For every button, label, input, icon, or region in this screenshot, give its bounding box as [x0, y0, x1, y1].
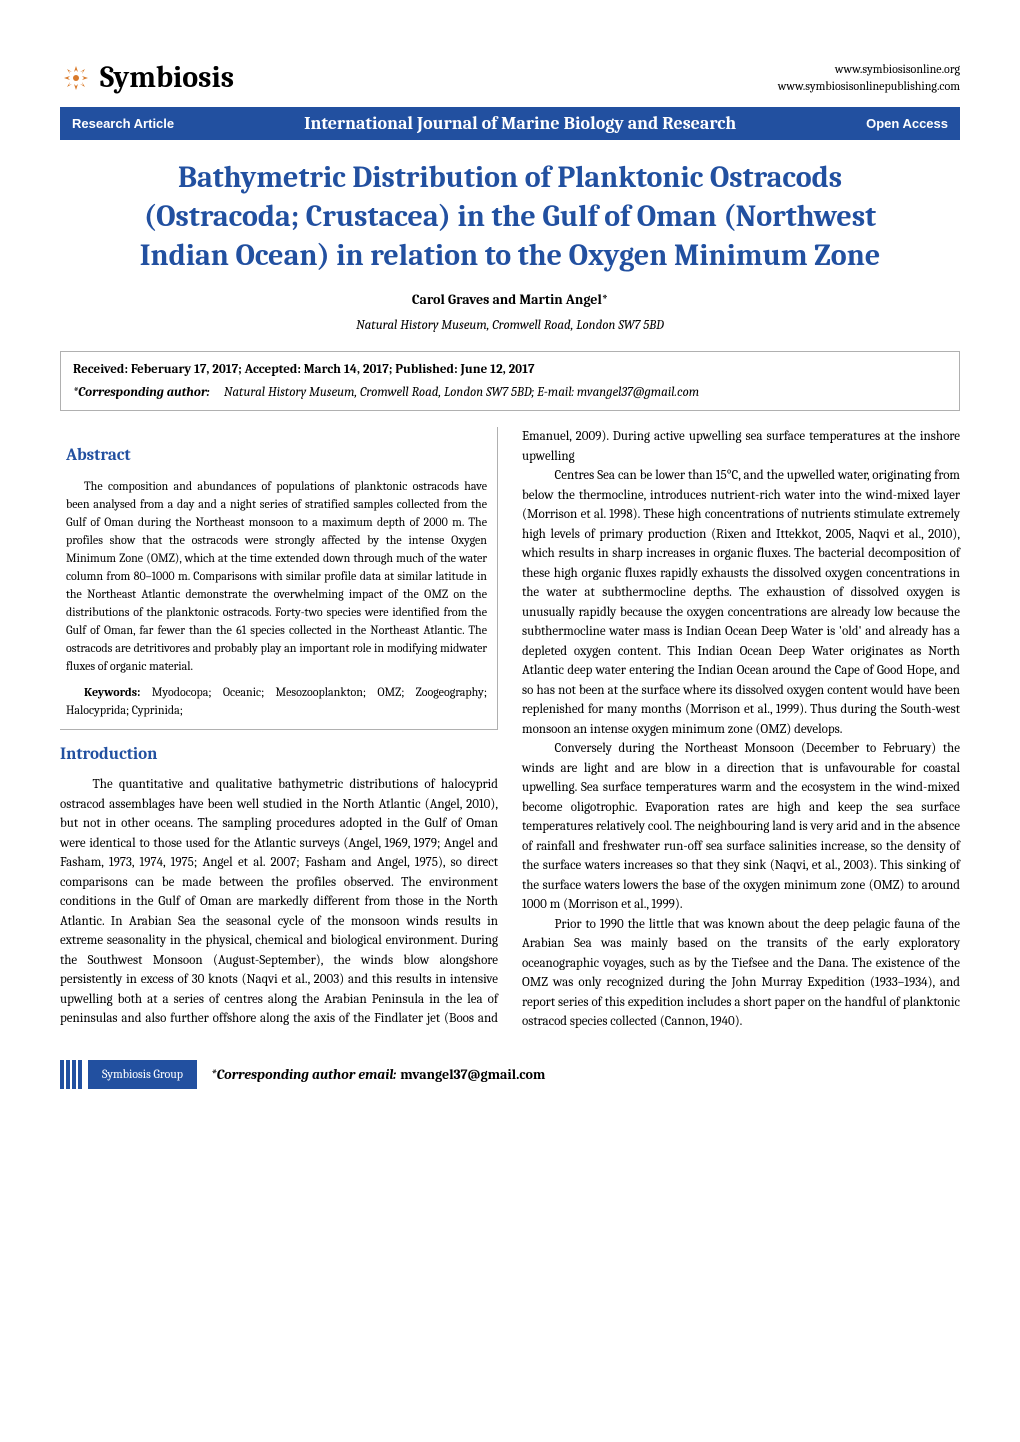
footer-email-value: mvangel37@gmail.com: [400, 1066, 545, 1083]
abstract-heading: Abstract: [66, 443, 487, 469]
abstract-text: The composition and abundances of popula…: [66, 477, 487, 675]
introduction-heading: Introduction: [60, 742, 498, 768]
article-type: Research Article: [72, 116, 174, 131]
footer-group-badge: Symbiosis Group: [88, 1060, 197, 1089]
intro-para-2: Centres Sea can be lower than 15°C, and …: [522, 466, 960, 739]
article-body: Abstract The composition and abundances …: [60, 427, 960, 1032]
affiliation: Natural History Museum, Cromwell Road, L…: [60, 318, 960, 333]
journal-banner: Research Article International Journal o…: [60, 107, 960, 140]
url-line-2[interactable]: www.symbiosisonlinepublishing.com: [778, 78, 960, 95]
footer-corresponding: *Corresponding author email: mvangel37@g…: [197, 1060, 960, 1089]
corresponding-value: Natural History Museum, Cromwell Road, L…: [224, 385, 699, 400]
footer-email-label: *Corresponding author email:: [211, 1066, 396, 1083]
keywords-label: Keywords:: [84, 685, 140, 699]
publisher-urls: www.symbiosisonline.org www.symbiosisonl…: [778, 61, 960, 95]
publication-dates: Received: Feberuary 17, 2017; Accepted: …: [73, 362, 947, 377]
corresponding-author: *Corresponding author: Natural History M…: [73, 385, 947, 400]
access-type: Open Access: [866, 116, 948, 131]
metadata-box: Received: Feberuary 17, 2017; Accepted: …: [60, 351, 960, 411]
journal-name: International Journal of Marine Biology …: [194, 113, 846, 134]
corresponding-label: *Corresponding author:: [73, 385, 210, 400]
intro-para-3: Conversely during the Northeast Monsoon …: [522, 739, 960, 915]
url-line-1[interactable]: www.symbiosisonline.org: [778, 61, 960, 78]
authors: Carol Graves and Martin Angel*: [60, 291, 960, 308]
page-header: Symbiosis www.symbiosisonline.org www.sy…: [60, 60, 960, 95]
keywords-line: Keywords: Myodocopa; Oceanic; Mesozoopla…: [66, 683, 487, 719]
symbiosis-logo-icon: [60, 62, 92, 94]
article-title: Bathymetric Distribution of Planktonic O…: [100, 158, 920, 275]
brand-name: Symbiosis: [100, 60, 234, 95]
footer-decoration-bars: [60, 1060, 82, 1089]
intro-para-4: Prior to 1990 the little that was known …: [522, 915, 960, 1032]
page-footer: Symbiosis Group *Corresponding author em…: [60, 1060, 960, 1089]
abstract-box: Abstract The composition and abundances …: [60, 427, 498, 730]
logo-block: Symbiosis: [60, 60, 234, 95]
